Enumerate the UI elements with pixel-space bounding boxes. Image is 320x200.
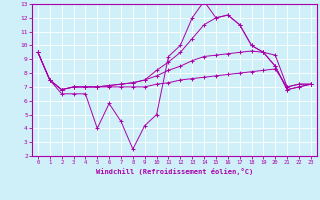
X-axis label: Windchill (Refroidissement éolien,°C): Windchill (Refroidissement éolien,°C) [96,168,253,175]
